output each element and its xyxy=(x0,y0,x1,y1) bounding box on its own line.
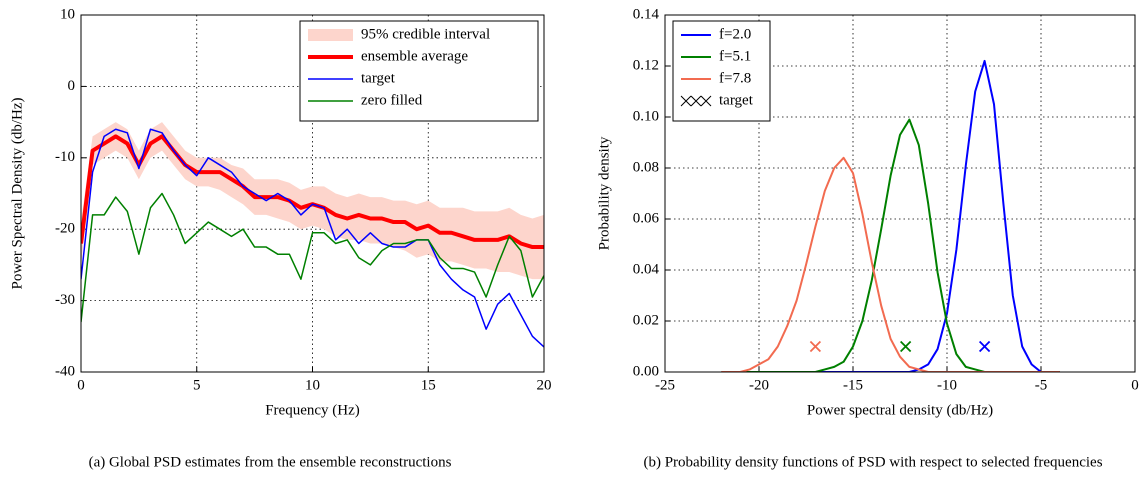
x-tick-label: 0 xyxy=(1131,377,1139,393)
y-tick-label: 0.00 xyxy=(633,363,659,379)
x-tick-label: 5 xyxy=(193,377,201,393)
y-tick-label: 0 xyxy=(68,78,76,94)
target-marker xyxy=(978,340,991,353)
series-layer xyxy=(81,122,544,348)
legend-label: 95% credible interval xyxy=(361,26,490,42)
legend-label: f=5.1 xyxy=(719,48,751,64)
legend: f=2.0 f=5.1 f=7.8 target xyxy=(672,20,771,122)
x-tick-label: -20 xyxy=(749,377,769,393)
legend-label: ensemble average xyxy=(361,48,468,64)
series-line xyxy=(721,156,1060,372)
caption: (b) Probability density functions of PSD… xyxy=(643,454,1102,470)
legend-label: zero filled xyxy=(361,92,423,108)
x-tick-label: -5 xyxy=(1035,377,1048,393)
y-tick-label: 10 xyxy=(60,6,75,22)
target-marker xyxy=(809,340,822,353)
y-tick-label: 0.06 xyxy=(633,210,660,226)
y-tick-label: 0.02 xyxy=(633,312,659,328)
x-tick-label: -15 xyxy=(843,377,863,393)
legend-label: f=7.8 xyxy=(719,70,751,86)
legend-label: f=2.0 xyxy=(719,26,751,42)
y-tick-label: 0.12 xyxy=(633,57,659,73)
legend: 95% credible interval ensemble average tar… xyxy=(299,20,539,122)
plot: 0 5 10 15 20 -40 -30 -20 -10 0 10 Frequency (Hz) Pow… xyxy=(9,6,551,470)
legend-swatch xyxy=(690,95,702,107)
x-tick-label: 10 xyxy=(305,377,320,393)
y-tick-label: 0.04 xyxy=(633,261,660,277)
legend-label: target xyxy=(719,92,754,108)
x-tick-label: 0 xyxy=(77,377,85,393)
x-tick-label: -10 xyxy=(937,377,957,393)
x-axis-label: Power spectral density (db/Hz) xyxy=(807,402,993,418)
legend-swatch xyxy=(308,29,353,41)
legend-swatch xyxy=(680,95,692,107)
y-tick-label: -40 xyxy=(55,363,75,379)
legend-swatch xyxy=(700,95,712,107)
x-tick-label: -25 xyxy=(655,377,675,393)
y-tick-label: 0.10 xyxy=(633,108,659,124)
series-line xyxy=(81,192,544,323)
x-axis-label: Frequency (Hz) xyxy=(265,402,360,418)
y-axis-label: Probability density xyxy=(596,136,612,250)
series-line xyxy=(721,59,1060,372)
y-tick-label: 0.08 xyxy=(633,159,659,175)
y-tick-label: -20 xyxy=(55,221,75,237)
plot-frame xyxy=(664,14,1136,373)
y-axis-label: Power Spectral Density (db/Hz) xyxy=(9,97,25,289)
y-tick-label: 0.14 xyxy=(633,6,660,22)
x-tick-label: 15 xyxy=(421,377,436,393)
caption: (a) Global PSD estimates from the ensemb… xyxy=(89,454,452,470)
plot-frame xyxy=(80,14,545,373)
target-marker xyxy=(900,340,912,353)
plot: -25 -20 -15 -10 -5 0 0.00 0.02 0.04 0.06 0.08 0.10 0… xyxy=(596,6,1138,470)
series-line xyxy=(81,128,544,348)
y-tick-label: -30 xyxy=(55,292,75,308)
y-tick-label: -10 xyxy=(55,149,75,165)
legend-label: target xyxy=(361,70,396,86)
series-line xyxy=(721,118,1060,372)
x-tick-label: 20 xyxy=(537,377,552,393)
series-layer xyxy=(721,59,1060,372)
